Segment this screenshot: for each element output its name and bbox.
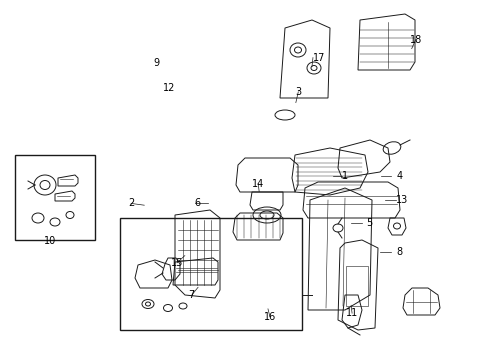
Text: 14: 14 [251, 179, 264, 189]
Text: 18: 18 [408, 35, 421, 45]
Text: 17: 17 [312, 53, 325, 63]
Text: 10: 10 [43, 236, 56, 246]
Text: 13: 13 [395, 195, 407, 205]
Text: 15: 15 [170, 258, 183, 268]
Text: 8: 8 [395, 247, 402, 257]
Bar [120, 218, 302, 330]
Text: 6: 6 [194, 198, 201, 208]
Text: 2: 2 [128, 198, 134, 208]
Text: 11: 11 [345, 308, 358, 318]
Text: 12: 12 [162, 83, 175, 93]
Text: 4: 4 [395, 171, 402, 181]
Bar [346, 266, 367, 306]
Text: 16: 16 [263, 312, 276, 322]
Text: 5: 5 [365, 218, 371, 228]
Text: 9: 9 [153, 58, 159, 68]
Bar [15, 155, 95, 240]
Text: 7: 7 [188, 290, 194, 300]
Text: 1: 1 [342, 171, 348, 181]
Text: 3: 3 [295, 87, 301, 97]
